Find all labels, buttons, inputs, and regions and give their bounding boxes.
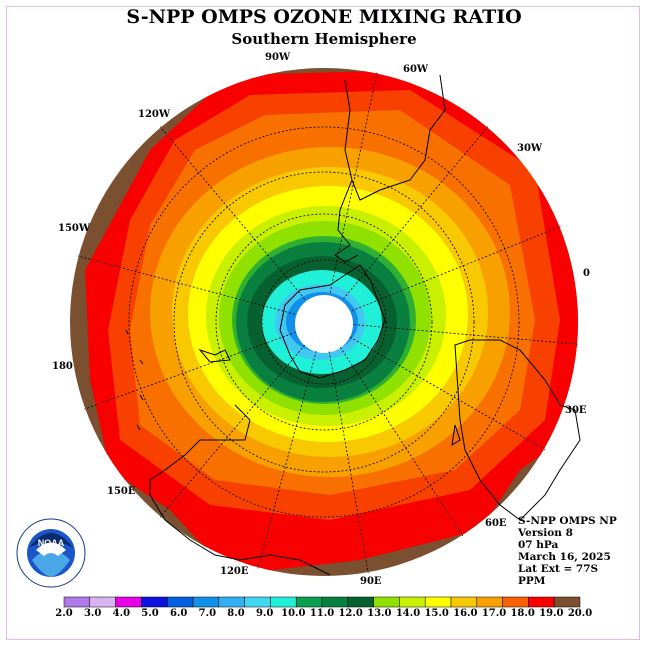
lon-label-150e: 150E	[107, 486, 136, 497]
meridian-line	[349, 336, 546, 450]
colorbar-tick-label: 3.0	[83, 608, 102, 619]
colorbar-swatch	[553, 596, 581, 608]
colorbar-swatch	[141, 596, 168, 608]
colorbar-tick-label: 14.0	[395, 608, 421, 619]
meridian-line	[84, 331, 296, 410]
info-version: Version 8	[518, 527, 573, 539]
map-subtitle: Southern Hemisphere	[231, 30, 417, 48]
lon-label-150w: 150W	[58, 223, 91, 234]
coast-south-america	[344, 74, 446, 201]
map-title: S-NPP OMPS OZONE MIXING RATIO	[126, 6, 522, 28]
colorbar-tick-label: 18.0	[510, 608, 535, 619]
meridian-line	[257, 350, 317, 569]
colorbar-swatch	[270, 596, 297, 608]
meridian-line	[340, 346, 464, 537]
colorbar-swatch	[166, 596, 194, 608]
colorbar-tick-label: 8.0	[227, 608, 245, 619]
meridian-line	[351, 226, 561, 312]
colorbar-swatch	[399, 596, 426, 608]
lon-label-120e: 120E	[220, 566, 249, 577]
latitude-circles	[128, 126, 520, 518]
lon-label-120w: 120W	[138, 109, 171, 120]
colorbar-tick-label: 12.0	[338, 608, 363, 619]
lon-label-90e: 90E	[360, 576, 382, 587]
colorbar-swatch	[502, 596, 529, 608]
lon-label-60w: 60W	[403, 64, 429, 75]
colorbar-swatch	[528, 596, 555, 608]
colorbar-tick-label: 19.0	[539, 608, 564, 619]
coast-africa	[454, 339, 581, 521]
colorbar-tick-label: 20.0	[567, 608, 593, 619]
lon-label-30w: 30W	[517, 143, 543, 154]
colorbar-swatch	[450, 596, 478, 608]
colorbar-tick-label: 2.0	[55, 608, 73, 619]
info-level: 07 hPa	[518, 539, 559, 551]
ozone-field	[70, 68, 578, 576]
colorbar-tick-label: 6.0	[169, 608, 188, 619]
meridian-line	[159, 126, 306, 300]
info-product: S-NPP OMPS NP	[518, 515, 617, 527]
meridian-line	[77, 255, 296, 315]
colorbar-swatch	[476, 596, 503, 608]
colorbar-tick-label: 10.0	[281, 608, 306, 619]
lon-label-180: 180	[52, 361, 73, 372]
colorbar-swatch	[218, 596, 245, 608]
colorbar-tick-label: 9.0	[255, 608, 274, 619]
coast-islands	[125, 329, 144, 431]
lon-label-30e: 30E	[565, 405, 587, 416]
coast-new-zealand	[198, 348, 231, 363]
colorbar-swatch	[192, 596, 220, 608]
colorbar-tick-label: 15.0	[424, 608, 449, 619]
coastlines	[125, 74, 581, 576]
colorbar-tick-label: 16.0	[453, 608, 478, 619]
meridian-line	[328, 351, 369, 574]
colorbar-swatch	[373, 596, 400, 608]
colorbar-tick-label: 4.0	[112, 608, 131, 619]
colorbar-tick-label: 7.0	[198, 608, 217, 619]
colorbar-tick-label: 5.0	[141, 608, 159, 619]
coast-australia	[149, 404, 331, 576]
colorbar-tick-label: 11.0	[309, 608, 335, 619]
lon-label-0: 0	[583, 268, 590, 279]
polar-night-disc	[295, 295, 353, 353]
info-date: March 16, 2025	[518, 551, 611, 563]
lon-label-90w: 90W	[265, 52, 291, 63]
info-lat-ext: Lat Ext = 77S	[518, 563, 599, 575]
colorbar-swatch	[321, 596, 349, 608]
colorbar-swatch	[347, 596, 374, 608]
colorbar-tick-label: 13.0	[367, 608, 392, 619]
info-block: S-NPP OMPS NP Version 8 07 hPa March 16,…	[518, 515, 617, 587]
coast-patagonia	[334, 179, 359, 263]
meridians	[77, 72, 579, 574]
colorbar-tick-label: 17.0	[481, 608, 507, 619]
info-units: PPM	[518, 575, 546, 587]
coast-madagascar	[451, 424, 461, 446]
meridian-line	[329, 72, 378, 293]
meridian-line	[353, 324, 579, 345]
colorbar-swatch	[244, 596, 271, 608]
meridian-line	[342, 126, 489, 300]
meridian-line	[159, 344, 306, 518]
colorbar-swatch	[424, 596, 452, 608]
coast-antarctic-peninsula	[279, 264, 386, 379]
lon-label-60e: 60E	[485, 518, 507, 529]
colorbar-swatch	[89, 596, 116, 608]
colorbar-swatch	[295, 596, 323, 608]
plot-frame	[6, 6, 640, 640]
colorbar-swatch	[63, 596, 91, 608]
colorbar-swatch	[115, 596, 142, 608]
colorbar	[63, 596, 581, 608]
